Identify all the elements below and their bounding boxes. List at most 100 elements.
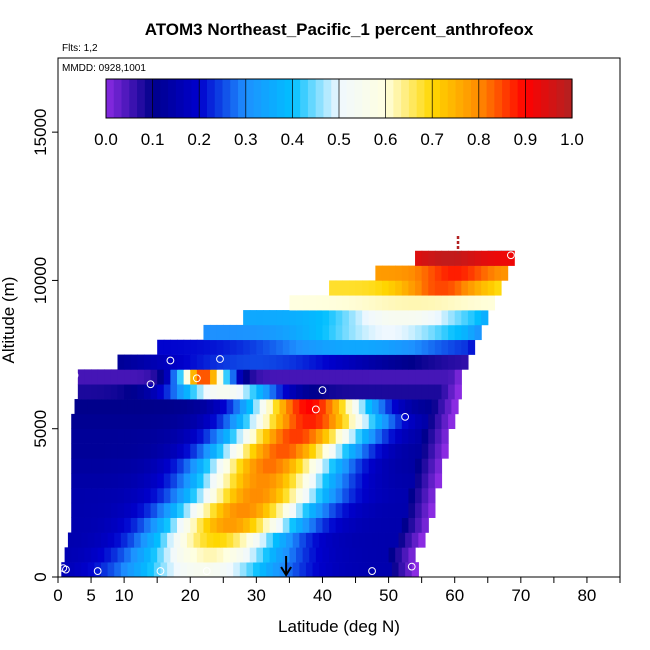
heat-cell [223,502,231,518]
heat-cell [150,413,158,430]
heat-cell [322,502,330,518]
colorbar-swatch [191,79,200,118]
heat-cell [269,443,277,459]
heat-cell [282,443,291,459]
heat-cell [157,354,165,370]
heat-cell [395,517,403,533]
heat-cell [216,428,224,444]
heat-cell [289,428,297,444]
heat-cell [342,488,350,504]
heat-cell [415,280,423,296]
heat-cell [167,399,175,415]
colorbar-swatch [113,79,123,118]
heat-cell [299,532,307,548]
heat-cell [71,413,79,430]
heat-cell [408,458,416,474]
colorbar-swatch [377,79,387,118]
heat-cell [408,443,416,459]
heat-cell [266,562,274,577]
heat-cell [428,324,436,341]
heat-cell [193,399,201,415]
heat-cell [355,354,363,370]
heat-cell [348,473,357,489]
heat-cell [91,428,99,444]
heat-cell [163,443,171,459]
heat-cell [428,384,436,400]
heat-cell [84,517,92,533]
heat-cell [395,369,403,385]
heat-cell [91,488,99,504]
heat-cell [196,413,205,430]
heat-cell [441,295,449,311]
heat-cell [196,354,205,370]
heat-cell [124,354,132,370]
heat-cell [362,502,370,518]
heat-cell [117,502,125,518]
heat-cell [296,324,304,341]
heat-cell [454,295,462,311]
colorbar-swatch [416,79,426,118]
heat-cell [134,532,142,548]
heat-cell [177,473,185,489]
heat-cell [401,310,410,326]
heat-cell [249,324,257,341]
heat-cell [315,517,324,533]
heat-cell [276,369,284,385]
heat-cell [190,547,198,563]
heat-cell [77,547,86,563]
heat-cell [143,413,152,430]
heat-cell [289,458,297,474]
heat-cell [381,413,390,430]
heat-cell [335,413,343,430]
heat-cell [210,502,218,518]
heat-cell [157,413,165,430]
heat-cell [262,413,271,430]
heat-cell [77,473,86,489]
heat-cell [302,502,310,518]
heat-cell [428,354,436,370]
heat-cell [190,502,198,518]
heat-cell [276,547,284,563]
heat-cell [246,562,254,577]
colorbar-swatch [346,79,356,118]
heat-cell [381,369,390,385]
heat-cell [335,354,343,370]
heat-cell [150,458,158,474]
heat-cell [84,502,92,518]
heat-cell [348,310,357,326]
heat-cell [401,517,410,533]
colorbar-tick-label: 0.6 [374,130,398,149]
heat-cell [110,443,119,459]
heat-cell [229,517,238,533]
heat-cell [177,458,185,474]
plot-area [57,57,621,578]
heat-cell [355,324,363,341]
heat-cell [276,339,284,355]
heat-cell [391,399,400,415]
heat-cell [120,532,129,548]
heat-cell [388,502,396,518]
heat-cell [266,399,274,415]
heat-cell [309,384,317,400]
heat-cell [71,473,79,489]
heat-cell [368,384,376,400]
heat-cell [434,295,443,311]
heat-cell [229,339,238,355]
heat-cell [448,384,456,400]
heat-cell [276,324,284,341]
heat-cell [325,399,333,415]
heat-cell [315,354,324,370]
heat-cell [401,413,410,430]
heat-cell [415,324,423,341]
heat-cell [74,562,82,577]
heat-cell [157,517,165,533]
heat-cell [434,250,443,266]
heat-cell [210,517,218,533]
heat-cell [124,473,132,489]
heat-cell [71,502,79,518]
heat-cell [342,369,350,385]
plot-frame [57,57,621,578]
heat-cell [312,562,320,577]
heat-cell [196,443,205,459]
heat-cell [253,562,261,577]
